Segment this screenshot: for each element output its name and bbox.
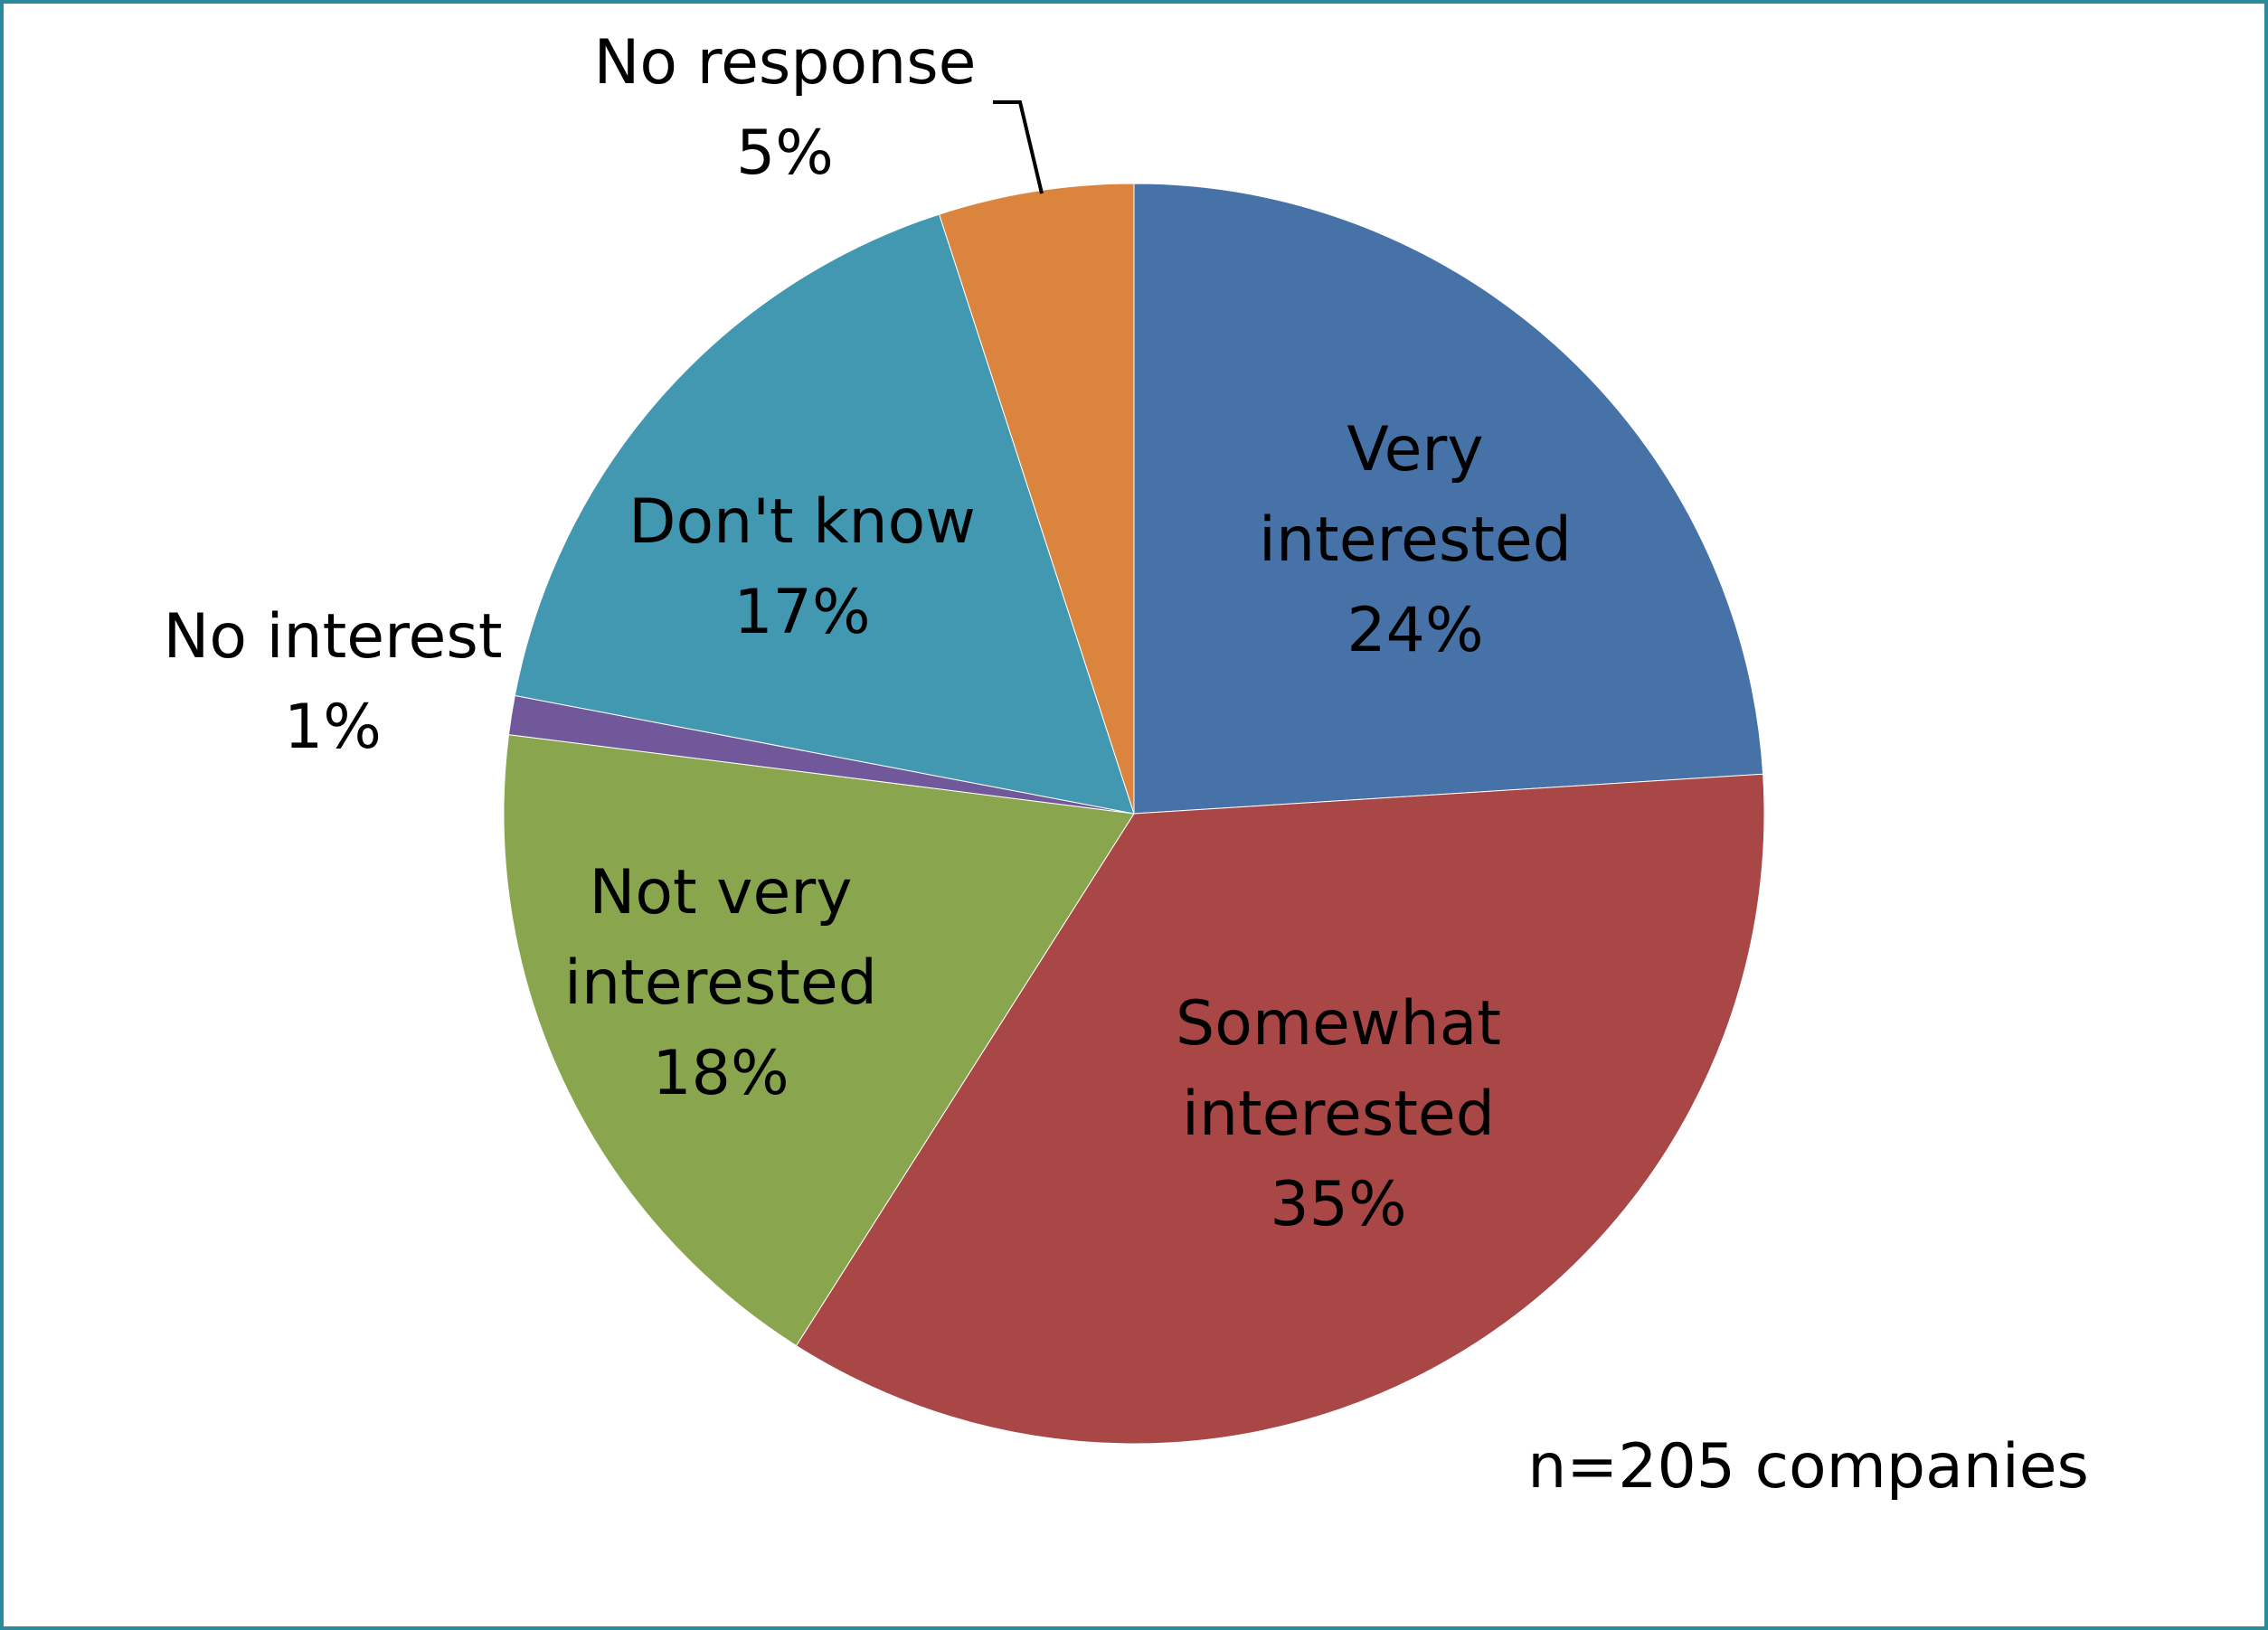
pie-slices — [503, 183, 1765, 1445]
slice-value-label: 35% — [1270, 1169, 1406, 1240]
slice-category-label: Very — [1347, 414, 1483, 485]
slice-category-label: No interest — [164, 601, 503, 673]
slice-value-label: 1% — [284, 692, 382, 763]
pie-slice-0 — [1133, 183, 1764, 815]
sample-size-annotation: n=205 companies — [1527, 1431, 2089, 1503]
slice-category-label: interested — [564, 947, 877, 1019]
slice-value-label: 24% — [1347, 595, 1483, 666]
pie-slice-2 — [503, 734, 1135, 1347]
slice-label-0: Very interested 24% — [1259, 414, 1572, 666]
pie-slice-4 — [514, 213, 1135, 815]
slice-category-label: No response — [594, 27, 977, 99]
slice-labels: Very interested 24% Somewhat interested 35% No… — [164, 27, 1572, 1240]
pie-slice-5 — [938, 183, 1135, 815]
slice-value-label: 18% — [652, 1038, 789, 1109]
slice-category-label: Not very — [589, 857, 852, 928]
slice-label-3: No interest 1% — [164, 601, 503, 763]
slice-category-label: Somewhat — [1176, 988, 1501, 1060]
slice-category-label: interested — [1182, 1079, 1495, 1150]
slice-label-5: No response 5% — [594, 27, 977, 189]
leader-line-5 — [993, 100, 1044, 194]
pie-slice-1 — [795, 773, 1765, 1445]
slice-category-label: interested — [1259, 504, 1572, 576]
slice-value-label: 5% — [736, 118, 834, 189]
slice-label-1: Somewhat interested 35% — [1176, 988, 1501, 1240]
leader-lines — [993, 100, 1044, 194]
slice-value-label: 17% — [733, 577, 870, 648]
slice-label-2: Not very interested 18% — [564, 857, 877, 1109]
slice-label-4: Don't know 17% — [628, 486, 976, 648]
slice-category-label: Don't know — [628, 486, 976, 558]
